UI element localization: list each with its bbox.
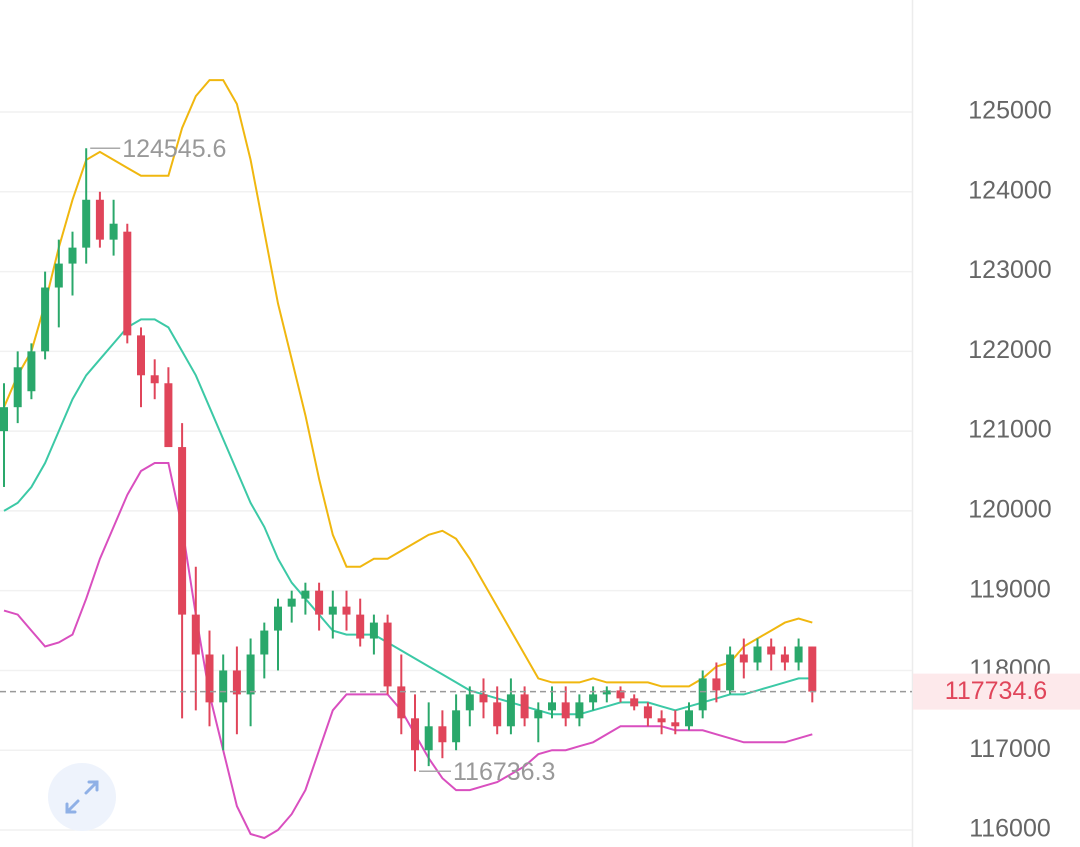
candles [0,148,817,772]
y-tick-label: 121000 [968,416,1051,444]
candle-body [41,287,50,352]
candle-body [27,351,36,392]
candle-body [630,698,639,707]
expand-button-bg[interactable] [48,763,116,831]
candle-body [95,199,104,240]
candle-body [602,690,611,695]
candle-body [13,367,22,408]
candle-body [753,646,762,663]
candle-body [794,646,803,663]
candle-body [712,678,721,691]
candle-body [671,722,680,727]
y-tick-label: 125000 [968,97,1051,125]
candle-body [534,710,543,719]
candle-body [493,702,502,727]
candle-body [383,622,392,687]
candle-body [301,590,310,599]
candle-body [54,263,63,288]
low-label: 116736.3 [453,758,555,786]
candle-body [424,726,433,751]
annotations: 124545.6 116736.3 [90,135,555,786]
candle-body [150,375,159,384]
price-axis: 1160001170001180001190001200001210001220… [968,97,1051,843]
last-price: 117734.6 [0,673,1080,710]
candle-body [438,726,447,743]
candle-body [479,694,488,703]
candle-body [232,670,241,695]
candle-body [685,710,693,727]
candle-body [356,614,365,639]
high-label: 124545.6 [122,135,226,163]
candle-body [82,199,91,248]
candle-body [465,694,474,711]
candle-body [328,606,337,615]
y-tick-label: 116000 [969,815,1051,843]
candle-body [726,654,735,691]
last-price-label: 117734.6 [945,677,1047,705]
candle-body [260,630,269,655]
y-tick-label: 123000 [968,256,1051,284]
band-line [3,318,813,716]
candle-body [164,383,173,448]
candle-body [0,407,8,432]
y-tick-label: 122000 [968,336,1051,364]
candle-body [698,678,707,711]
candle-body [205,654,214,703]
band-line [3,79,813,688]
candle-body [616,690,625,699]
candle-body [137,335,145,376]
candle-body [657,718,666,723]
candle-body [561,702,570,719]
candle-body [643,706,652,719]
candle-body [506,694,515,727]
y-tick-label: 120000 [968,496,1051,524]
candle-body [123,231,132,336]
candle-body [520,694,529,719]
candle-body [109,223,118,240]
candle-body [178,447,187,615]
candle-body [397,686,406,719]
grid [0,111,912,831]
candle-body [452,710,461,743]
candle-body [342,606,351,615]
candle-body [739,654,748,663]
y-tick-label: 117000 [969,735,1051,763]
bollinger-bands [3,79,813,840]
candle-body [548,702,556,711]
candle-body [315,590,324,615]
candle-body [589,694,598,703]
candle-body [274,606,282,631]
y-tick-label: 124000 [968,176,1051,204]
candle-body [219,670,228,703]
candle-body [767,646,776,655]
expand-icon [65,780,99,814]
expand-button[interactable] [48,763,116,831]
candle-body [808,646,817,692]
candle-body [411,718,419,751]
band-line [3,462,813,840]
last-price-bg [913,673,1080,710]
candle-body [246,654,255,695]
y-tick-label: 119000 [969,575,1051,603]
candle-body [191,614,200,655]
candle-body [575,702,584,719]
candle-body [287,598,296,607]
candle-body [68,247,77,264]
candle-body [780,654,789,663]
candle-body [369,622,378,639]
